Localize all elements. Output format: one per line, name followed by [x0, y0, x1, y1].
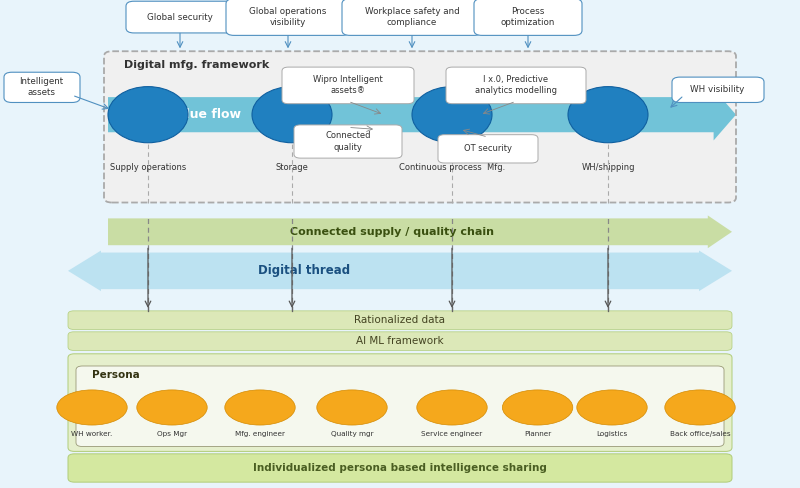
FancyBboxPatch shape [474, 0, 582, 35]
FancyBboxPatch shape [294, 125, 402, 158]
Text: Global security: Global security [147, 13, 213, 21]
Text: Connected
quality: Connected quality [326, 131, 370, 152]
Ellipse shape [252, 87, 332, 142]
Text: Individualized persona based intelligence sharing: Individualized persona based intelligenc… [253, 463, 547, 473]
Text: Back office/sales: Back office/sales [670, 431, 730, 437]
Ellipse shape [577, 390, 647, 425]
Text: WH visibility: WH visibility [690, 85, 745, 94]
Ellipse shape [317, 390, 387, 425]
Text: Planner: Planner [524, 431, 551, 437]
Text: Connected supply / quality chain: Connected supply / quality chain [290, 227, 494, 237]
Ellipse shape [137, 390, 207, 425]
FancyBboxPatch shape [226, 0, 350, 35]
Text: Persona: Persona [92, 370, 140, 380]
FancyBboxPatch shape [342, 0, 482, 35]
Text: Logistics: Logistics [596, 431, 628, 437]
Polygon shape [108, 215, 732, 248]
FancyBboxPatch shape [446, 67, 586, 103]
Ellipse shape [502, 390, 573, 425]
FancyBboxPatch shape [282, 67, 414, 103]
Text: I x.0, Predictive
analytics modelling: I x.0, Predictive analytics modelling [475, 75, 557, 96]
Text: Storage: Storage [275, 163, 309, 171]
Text: Digital mfg. framework: Digital mfg. framework [124, 60, 270, 70]
Text: Quality mgr: Quality mgr [330, 431, 374, 437]
Text: Global operations
visibility: Global operations visibility [250, 7, 326, 27]
Text: WH/shipping: WH/shipping [582, 163, 634, 171]
Polygon shape [108, 89, 736, 141]
FancyBboxPatch shape [68, 311, 732, 329]
Text: Mfg. engineer: Mfg. engineer [235, 431, 285, 437]
Text: Process
optimization: Process optimization [501, 7, 555, 27]
Text: AI ML framework: AI ML framework [356, 336, 444, 346]
FancyBboxPatch shape [104, 51, 736, 203]
FancyBboxPatch shape [68, 454, 732, 482]
Text: Digital thread: Digital thread [258, 264, 350, 277]
Text: Ops Mgr: Ops Mgr [157, 431, 187, 437]
Text: OT security: OT security [464, 144, 512, 153]
Ellipse shape [568, 87, 648, 142]
Text: Supply operations: Supply operations [110, 163, 186, 171]
Ellipse shape [225, 390, 295, 425]
FancyBboxPatch shape [672, 77, 764, 102]
Ellipse shape [665, 390, 735, 425]
FancyBboxPatch shape [76, 366, 724, 447]
Text: Rationalized data: Rationalized data [354, 315, 446, 325]
Text: Intelligent
assets: Intelligent assets [19, 77, 64, 98]
Text: Wipro Intelligent
assets®: Wipro Intelligent assets® [313, 75, 383, 96]
Ellipse shape [417, 390, 487, 425]
FancyBboxPatch shape [4, 72, 80, 102]
FancyBboxPatch shape [68, 332, 732, 350]
Text: WH worker.: WH worker. [71, 431, 113, 437]
Ellipse shape [412, 87, 492, 142]
Polygon shape [68, 250, 732, 291]
FancyBboxPatch shape [438, 135, 538, 163]
Text: Service engineer: Service engineer [422, 431, 482, 437]
FancyBboxPatch shape [68, 354, 732, 451]
FancyBboxPatch shape [126, 1, 234, 33]
Text: Workplace safety and
compliance: Workplace safety and compliance [365, 7, 459, 27]
Text: Continuous process  Mfg.: Continuous process Mfg. [399, 163, 505, 171]
Ellipse shape [108, 87, 188, 142]
Ellipse shape [57, 390, 127, 425]
Text: Value flow: Value flow [167, 108, 241, 121]
